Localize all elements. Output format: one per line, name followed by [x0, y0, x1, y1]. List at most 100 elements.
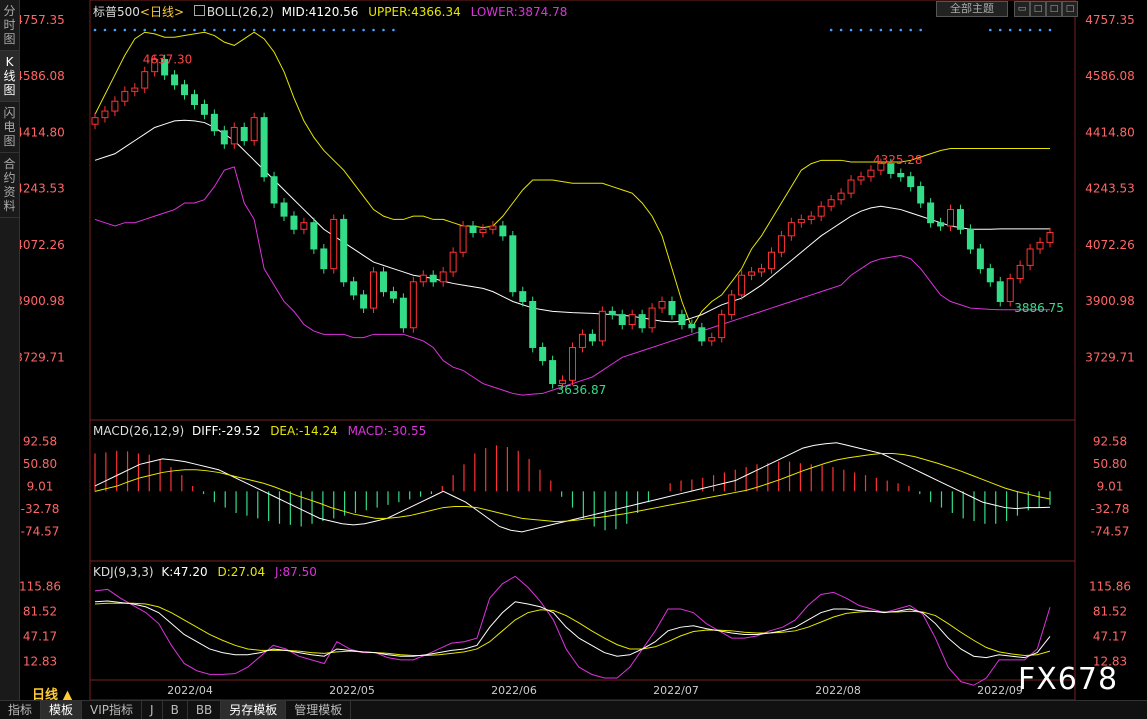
candle-body — [280, 202, 288, 217]
candle-body — [986, 268, 994, 283]
candle-body — [847, 179, 855, 194]
price-axis-label-left: 4072.26 — [15, 238, 65, 252]
candle-body — [569, 346, 576, 381]
symbol-name[interactable]: 标普500 — [93, 5, 140, 19]
candle-body — [210, 113, 218, 132]
candle-body — [161, 59, 169, 76]
candle-body — [797, 218, 805, 224]
candle-body — [489, 225, 497, 230]
boll-lower-value: LOWER:3874.78 — [470, 5, 568, 19]
bottom-tab-5[interactable]: BB — [188, 701, 222, 719]
chart-canvas[interactable]: 4757.35 4757.35 4586.08 4586.08 4414.80 4414.… — [0, 0, 1147, 700]
candle-body — [270, 176, 278, 204]
window-icon[interactable]: □ — [1030, 1, 1046, 17]
bottom-tab-7[interactable]: 管理模板 — [286, 701, 352, 719]
candle-body — [549, 360, 557, 385]
kdj-title[interactable]: KDJ(9,3,3) — [93, 565, 154, 579]
plot-frame — [89, 0, 1076, 700]
annotation-high-1: 4637.30 — [143, 53, 193, 67]
bottom-tab-2[interactable]: VIP指标 — [82, 701, 143, 719]
candle-body — [181, 84, 189, 96]
macd-axis-label-left: 50.80 — [23, 457, 57, 471]
bottom-tab-3[interactable]: J — [142, 701, 163, 719]
candle-body — [439, 271, 447, 283]
signal-dot — [1038, 28, 1042, 32]
signal-dot — [909, 28, 913, 32]
candle-body — [887, 163, 895, 174]
candle-body — [449, 251, 457, 273]
bottom-tab-1[interactable]: 模板 — [41, 701, 83, 719]
candle-body — [230, 126, 238, 145]
signal-dot — [889, 28, 893, 32]
kdj-axis-label-left: 12.83 — [23, 654, 57, 668]
minimize-icon[interactable]: ▭ — [1014, 1, 1030, 17]
candle-body — [748, 271, 756, 276]
signal-dot — [312, 28, 316, 32]
candle-body — [628, 314, 636, 325]
macd-axis-label-right: -32.78 — [1091, 502, 1130, 516]
candle-body — [956, 209, 964, 230]
left-tab-3[interactable]: 合约资料 — [0, 153, 19, 218]
signal-dot — [1028, 28, 1032, 32]
candle-body — [1046, 232, 1054, 243]
candle-body — [379, 271, 387, 293]
macd-title[interactable]: MACD(26,12,9) — [93, 424, 185, 438]
boll-mid-line — [94, 119, 1050, 323]
boll-label[interactable]: BOLL(26,2) — [206, 5, 274, 19]
date-axis-label: 2022/05 — [329, 684, 375, 697]
topic-dropdown[interactable]: 全部主题 — [936, 1, 1008, 17]
signal-dot — [382, 28, 385, 32]
candle-body — [409, 281, 417, 329]
signal-dot — [869, 28, 873, 32]
candle-body — [917, 186, 925, 204]
candle-body — [519, 291, 527, 302]
candle-body — [111, 100, 119, 112]
kdj-j-value: J:87.50 — [274, 565, 317, 579]
macd-diff-value: DIFF:-29.52 — [191, 424, 261, 438]
candle-body — [91, 117, 99, 125]
maximize-icon[interactable]: □ — [1062, 1, 1078, 17]
candle-body — [509, 235, 517, 293]
candle-body — [738, 274, 746, 296]
candle-body — [141, 71, 149, 89]
candle-body — [131, 87, 139, 92]
macd-axis-label-left: 92.58 — [23, 434, 57, 448]
signal-dot — [859, 28, 863, 32]
signal-dot — [242, 28, 246, 32]
candle-body — [578, 333, 586, 348]
candle-body — [350, 281, 358, 296]
candle-body — [947, 209, 955, 227]
bottom-tab-6[interactable]: 另存模板 — [221, 701, 287, 719]
period-label[interactable]: <日线> — [139, 5, 185, 19]
candle-body — [588, 333, 596, 342]
date-axis-label: 2022/04 — [167, 684, 213, 697]
left-tab-2[interactable]: 闪电图 — [0, 102, 19, 153]
price-axis-label-right: 3900.98 — [1085, 294, 1135, 308]
candle-body — [469, 225, 477, 234]
candle-body — [976, 248, 984, 270]
candle-body — [370, 271, 378, 309]
signal-dot — [272, 28, 276, 32]
signal-dot — [849, 28, 853, 32]
restore-icon[interactable]: □ — [1046, 1, 1062, 17]
candle-body — [897, 172, 905, 178]
candle-body — [250, 117, 258, 142]
signal-dot — [143, 28, 147, 32]
bottom-tab-0[interactable]: 指标 — [0, 701, 42, 719]
date-axis-label: 2022/08 — [815, 684, 861, 697]
signal-dot — [352, 28, 355, 32]
signal-dot — [302, 28, 306, 32]
bottom-tab-4[interactable]: B — [163, 701, 188, 719]
candle-body — [171, 74, 179, 86]
period-selector[interactable]: 日线 ▲ — [32, 688, 73, 703]
candle-body — [399, 297, 407, 329]
candle-body — [220, 130, 228, 145]
kdj-j-line — [94, 575, 1051, 686]
candle-body — [479, 228, 487, 234]
left-tab-1[interactable]: K线图 — [0, 51, 19, 102]
candle-body — [708, 337, 716, 342]
left-tab-0[interactable]: 分时图 — [0, 0, 19, 51]
kdj-k-value: K:47.20 — [161, 565, 208, 579]
candle-body — [290, 215, 298, 230]
price-axis-label-right: 4414.80 — [1085, 125, 1135, 139]
